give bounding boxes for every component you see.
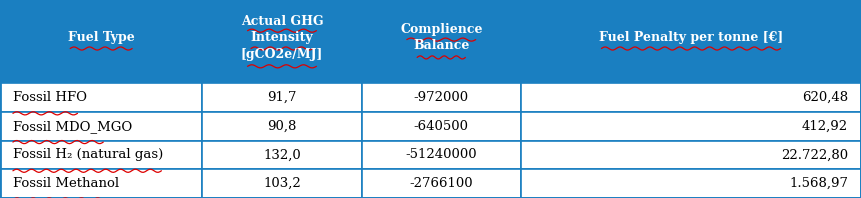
Text: Fossil MDO_MGO: Fossil MDO_MGO <box>13 120 133 133</box>
Bar <box>362 112 521 141</box>
Text: -2766100: -2766100 <box>410 177 473 190</box>
Bar <box>362 169 521 198</box>
Text: Fossil Methanol: Fossil Methanol <box>13 177 119 190</box>
Text: Actual GHG
Intensity
[gCO2e/MJ]: Actual GHG Intensity [gCO2e/MJ] <box>241 15 323 61</box>
Bar <box>362 0 521 83</box>
Bar <box>202 0 362 83</box>
Text: 22.722,80: 22.722,80 <box>781 148 848 161</box>
Bar <box>202 169 362 198</box>
Text: Fossil H₂ (natural gas): Fossil H₂ (natural gas) <box>13 148 164 161</box>
Bar <box>362 141 521 169</box>
Bar <box>202 141 362 169</box>
Text: 412,92: 412,92 <box>802 120 848 133</box>
Text: Fossil HFO: Fossil HFO <box>13 91 87 104</box>
Text: -51240000: -51240000 <box>406 148 477 161</box>
Bar <box>202 83 362 112</box>
Bar <box>0 141 202 169</box>
Bar <box>202 112 362 141</box>
Bar <box>521 0 861 83</box>
Text: Complience
Balance: Complience Balance <box>400 23 482 52</box>
Text: 1.568,97: 1.568,97 <box>789 177 848 190</box>
Text: 103,2: 103,2 <box>263 177 300 190</box>
Text: Fuel Penalty per tonne [€]: Fuel Penalty per tonne [€] <box>599 31 783 44</box>
Text: -972000: -972000 <box>413 91 469 104</box>
Text: 90,8: 90,8 <box>267 120 297 133</box>
Text: 132,0: 132,0 <box>263 148 300 161</box>
Bar <box>521 169 861 198</box>
Bar <box>521 83 861 112</box>
Text: -640500: -640500 <box>414 120 468 133</box>
Text: 91,7: 91,7 <box>267 91 297 104</box>
Bar <box>362 83 521 112</box>
Bar <box>521 141 861 169</box>
Bar <box>521 112 861 141</box>
Text: Fuel Type: Fuel Type <box>68 31 134 44</box>
Bar <box>0 0 202 83</box>
Bar <box>0 169 202 198</box>
Bar <box>0 112 202 141</box>
Text: 620,48: 620,48 <box>802 91 848 104</box>
Bar <box>0 83 202 112</box>
